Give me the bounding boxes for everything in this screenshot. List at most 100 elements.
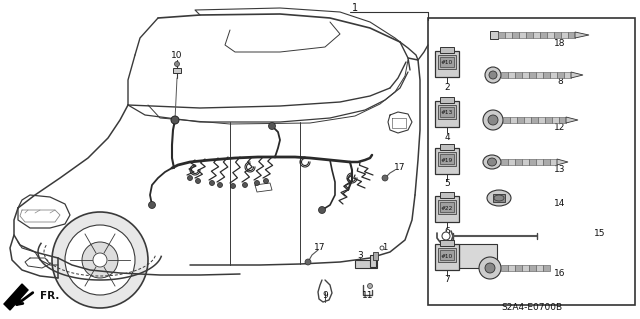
Bar [440, 250, 454, 260]
Polygon shape [571, 72, 583, 78]
Bar [554, 32, 561, 38]
Polygon shape [4, 284, 28, 310]
Bar [508, 265, 515, 271]
Text: 2: 2 [444, 83, 450, 92]
Circle shape [488, 115, 498, 125]
Bar [373, 252, 378, 260]
Bar [547, 32, 554, 38]
Bar [529, 265, 536, 271]
Circle shape [218, 182, 223, 188]
Bar [508, 72, 515, 78]
Bar [440, 107, 454, 117]
Circle shape [367, 284, 372, 288]
Bar [526, 32, 533, 38]
Ellipse shape [494, 195, 504, 201]
Circle shape [65, 225, 135, 295]
Bar [501, 159, 508, 165]
Circle shape [489, 71, 497, 79]
Circle shape [319, 206, 326, 213]
Ellipse shape [487, 190, 511, 206]
Bar [531, 117, 538, 123]
Bar [536, 72, 543, 78]
Circle shape [230, 183, 236, 189]
Circle shape [209, 181, 214, 186]
Circle shape [485, 67, 501, 83]
Text: 3: 3 [357, 250, 363, 259]
Circle shape [479, 257, 501, 279]
Bar [459, 244, 497, 268]
Polygon shape [575, 32, 589, 38]
Circle shape [195, 179, 200, 183]
Polygon shape [557, 159, 568, 165]
Circle shape [485, 263, 495, 273]
Bar [438, 200, 456, 214]
Bar [440, 202, 454, 212]
Text: 10: 10 [172, 50, 183, 60]
Circle shape [269, 122, 275, 130]
Text: S2A4-E0700B: S2A4-E0700B [501, 303, 563, 313]
Bar [557, 72, 564, 78]
Circle shape [264, 179, 269, 183]
Text: 11: 11 [362, 291, 374, 300]
Bar [561, 32, 568, 38]
Bar [440, 154, 454, 164]
Bar [540, 32, 547, 38]
Bar [545, 117, 552, 123]
Text: 13: 13 [554, 166, 566, 174]
Text: FR.: FR. [40, 291, 60, 301]
Circle shape [380, 246, 384, 250]
Text: 12: 12 [554, 123, 566, 132]
Text: 18: 18 [554, 39, 566, 48]
Bar [522, 265, 529, 271]
Bar [510, 117, 517, 123]
Bar [536, 159, 543, 165]
Bar [440, 47, 454, 53]
Text: 14: 14 [554, 199, 566, 209]
Text: 15: 15 [595, 229, 605, 239]
Text: 4: 4 [444, 132, 450, 142]
Circle shape [483, 110, 503, 130]
Bar [501, 265, 508, 271]
Text: #13: #13 [441, 110, 453, 115]
Bar [435, 196, 459, 222]
Bar [355, 260, 377, 268]
Circle shape [243, 182, 248, 188]
Bar [435, 244, 459, 270]
Text: 17: 17 [394, 164, 406, 173]
Circle shape [188, 175, 193, 181]
Text: 16: 16 [554, 270, 566, 278]
Circle shape [382, 175, 388, 181]
Text: 8: 8 [557, 78, 563, 86]
Text: 9: 9 [322, 291, 328, 300]
Ellipse shape [483, 155, 501, 169]
Bar [529, 159, 536, 165]
Bar [512, 32, 519, 38]
Bar [543, 265, 550, 271]
Bar [550, 159, 557, 165]
Circle shape [175, 62, 179, 66]
Bar [550, 72, 557, 78]
Text: #10: #10 [441, 254, 453, 258]
Bar [522, 159, 529, 165]
Text: #19: #19 [441, 158, 453, 162]
Bar [490, 31, 498, 39]
Bar [428, 18, 635, 305]
Bar [173, 68, 181, 73]
Bar [438, 55, 456, 69]
Bar [435, 101, 459, 127]
Bar [543, 159, 550, 165]
Bar [438, 105, 456, 119]
Bar [522, 72, 529, 78]
Bar [515, 72, 522, 78]
Text: 1: 1 [382, 243, 388, 253]
Circle shape [305, 259, 311, 265]
Bar [505, 32, 512, 38]
Circle shape [93, 253, 107, 267]
Bar [543, 72, 550, 78]
Circle shape [82, 242, 118, 278]
Text: #10: #10 [441, 61, 453, 65]
Bar [519, 32, 526, 38]
Bar [440, 57, 454, 67]
Text: 5: 5 [444, 180, 450, 189]
Bar [533, 32, 540, 38]
